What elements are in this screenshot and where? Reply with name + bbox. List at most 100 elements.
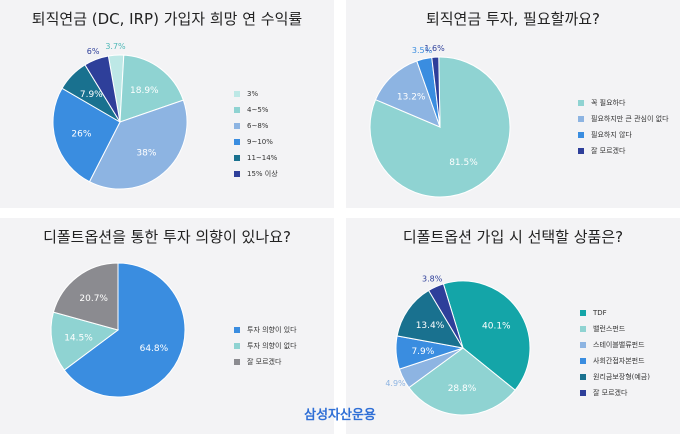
pie-slice — [431, 56, 441, 128]
legend-label: 필요하지만 큰 관심이 없다 — [591, 115, 669, 123]
pie-data-label: 18.9% — [130, 86, 159, 96]
legend-label: 4~5% — [247, 106, 269, 114]
pie-slice — [52, 87, 121, 183]
pie-chart-investment-need: 81.5% 13.2% 3.5%1.6% — [369, 44, 511, 198]
legend-item: 4~5% — [234, 102, 278, 118]
legend-label: 6~8% — [247, 122, 269, 130]
pie-slice — [88, 99, 188, 190]
legend-label: 원리금보장형(예금) — [593, 373, 650, 381]
chart-panel-investment-need: 퇴직연금 투자, 필요할까요? 81.5% 13.2% 3.5% 1.6% 꼭 필요하… — [346, 0, 680, 208]
legend-label: 밸런스펀드 — [593, 325, 626, 333]
pie-data-label: 28.8% — [448, 384, 477, 394]
chart-legend: 3% 4~5% 6~8% 9~10% 11~14% 15% 이상 — [234, 86, 278, 182]
legend-label: TDF — [593, 309, 607, 317]
legend-item: 밸런스펀드 — [580, 321, 650, 337]
chart-title: 퇴직연금 (DC, IRP) 가입자 희망 연 수익률 — [31, 10, 303, 28]
pie-data-label: 64.8% — [140, 344, 169, 354]
legend-swatch — [234, 91, 240, 97]
legend-item: 투자 의향이 있다 — [234, 322, 297, 338]
chart-title: 디폴트옵션 가입 시 선택할 상품은? — [402, 228, 624, 246]
pie-data-label: 6% — [87, 47, 100, 56]
legend-label: 3% — [247, 90, 259, 98]
legend-swatch — [234, 359, 240, 365]
company-logo: 삼성자산운용 — [304, 408, 376, 423]
pie-data-label: 38% — [136, 148, 156, 158]
legend-label: 잘 모르겠다 — [593, 389, 628, 397]
legend-item: 필요하지만 큰 관심이 없다 — [578, 111, 669, 127]
legend-item: 꼭 필요하다 — [578, 95, 669, 111]
pie-data-label: 20.7% — [79, 294, 108, 304]
legend-item: 9~10% — [234, 134, 278, 150]
legend-label: 투자 의향이 있다 — [247, 326, 297, 334]
pie-slice — [63, 262, 186, 398]
pie-slice — [374, 60, 441, 128]
pie-slice — [84, 55, 121, 123]
pie-data-label: 13.2% — [397, 92, 426, 102]
legend-item: 잘 모르겠다 — [234, 354, 297, 370]
legend-item: 사회간접자본펀드 — [580, 353, 650, 369]
legend-swatch — [580, 326, 586, 332]
legend-swatch — [234, 155, 240, 161]
legend-swatch — [234, 107, 240, 113]
legend-item: 11~14% — [234, 150, 278, 166]
legend-label: 필요하지 않다 — [591, 131, 632, 139]
legend-item: 필요하지 않다 — [578, 127, 669, 143]
legend-label: 사회간접자본펀드 — [593, 357, 645, 365]
legend-swatch — [234, 327, 240, 333]
legend-swatch — [234, 123, 240, 129]
legend-item: 15% 이상 — [234, 166, 278, 182]
pie-data-label: 3.5% — [412, 46, 433, 55]
legend-label: 스테이블밸류펀드 — [593, 341, 645, 349]
pie-data-label: 7.9% — [411, 347, 434, 357]
pie-data-label: 14.5% — [64, 333, 93, 343]
legend-swatch — [234, 171, 240, 177]
legend-swatch — [578, 116, 584, 122]
legend-swatch — [578, 132, 584, 138]
pie-slice — [408, 347, 516, 416]
legend-swatch — [580, 374, 586, 380]
legend-label: 11~14% — [247, 154, 278, 162]
legend-swatch — [580, 342, 586, 348]
pie-data-label: 40.1% — [482, 322, 511, 332]
legend-swatch — [234, 139, 240, 145]
pie-data-label: 7.9% — [80, 90, 103, 100]
pie-data-label: 13.4% — [416, 321, 445, 331]
legend-item: 6~8% — [234, 118, 278, 134]
legend-label: 9~10% — [247, 138, 273, 146]
legend-label: 꼭 필요하다 — [591, 99, 626, 107]
legend-item: TDF — [580, 305, 650, 321]
pie-data-label: 3.7% — [105, 42, 126, 51]
legend-label: 잘 모르겠다 — [247, 358, 282, 366]
pie-data-label: 1.6% — [424, 44, 445, 53]
legend-swatch — [580, 358, 586, 364]
legend-swatch — [578, 148, 584, 154]
legend-swatch — [578, 100, 584, 106]
legend-item: 스테이블밸류펀드 — [580, 337, 650, 353]
pie-chart-default-option-intent: 64.8% 14.5% 20.7% — [50, 262, 186, 398]
pie-slice — [50, 311, 120, 371]
legend-item: 잘 모르겠다 — [580, 385, 650, 401]
legend-swatch — [580, 310, 586, 316]
legend-swatch — [234, 343, 240, 349]
pie-data-label: 26% — [71, 129, 91, 139]
legend-label: 15% 이상 — [247, 170, 278, 178]
legend-label: 잘 모르겠다 — [591, 147, 626, 155]
pie-data-label: 81.5% — [449, 158, 478, 168]
chart-panel-target-return: 퇴직연금 (DC, IRP) 가입자 희망 연 수익률 3.7% 18.9% 38%… — [0, 0, 334, 208]
chart-panel-default-option-intent: 디폴트옵션을 통한 투자 의향이 있나요? 64.8% 14.5% 20.7% 투자… — [0, 218, 334, 434]
legend-swatch — [580, 390, 586, 396]
legend-item: 원리금보장형(예금) — [580, 369, 650, 385]
legend-item: 3% — [234, 86, 278, 102]
pie-data-label: 3.8% — [422, 275, 443, 284]
pie-slice — [52, 262, 119, 331]
legend-item: 잘 모르겠다 — [578, 143, 669, 159]
pie-slice — [427, 283, 464, 349]
chart-title: 퇴직연금 투자, 필요할까요? — [425, 10, 601, 28]
legend-item: 투자 의향이 없다 — [234, 338, 297, 354]
chart-panel-product-choice: 디폴트옵션 가입 시 선택할 상품은? 40.1% 28.8% 4.9% 7.9% 13… — [346, 218, 680, 434]
pie-chart-target-return: 3.7% 18.9% 38% 26% 7.9% 6% — [52, 42, 188, 190]
pie-data-label: 4.9% — [385, 379, 406, 388]
